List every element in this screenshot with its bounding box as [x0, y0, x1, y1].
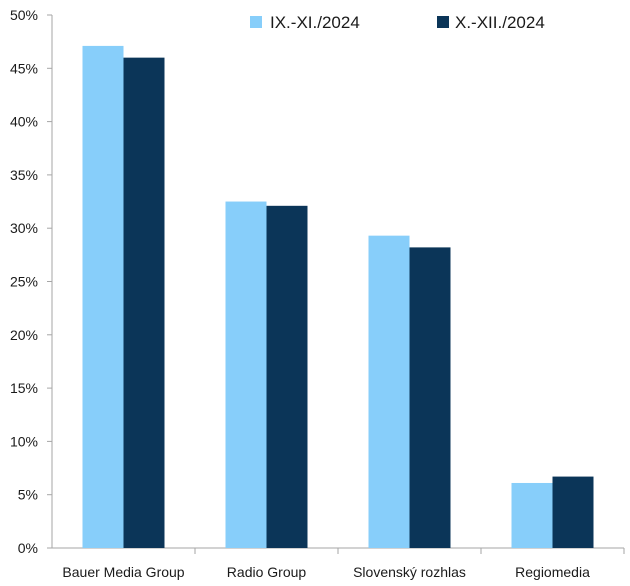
bar-series-1-2 — [225, 201, 267, 549]
y-tick-label: 30% — [10, 220, 38, 236]
y-axis-tick-labels: 0% 5% 10% 15% 20% 25% 30% 35% 40% 45% 50% — [10, 7, 38, 556]
y-tick-label: 10% — [10, 433, 38, 449]
chart-legend: IX.-XI./2024 X.-XII./2024 — [250, 13, 545, 32]
legend-label-series-1: IX.-XI./2024 — [270, 13, 360, 32]
y-tick-label: 35% — [10, 167, 38, 183]
bar-series-2-3 — [409, 247, 451, 548]
x-tick-label: Regiomedia — [515, 564, 590, 580]
bar-series-2-2 — [266, 205, 308, 548]
y-tick-label: 20% — [10, 327, 38, 343]
y-tick-label: 45% — [10, 60, 38, 76]
y-tick-label: 5% — [18, 487, 38, 503]
chart-bars — [82, 45, 594, 549]
legend-swatch-series-1 — [250, 16, 262, 28]
y-tick-label: 50% — [10, 7, 38, 23]
bar-series-2-1 — [123, 57, 165, 548]
x-tick-label: Slovenský rozhlas — [353, 564, 466, 580]
y-tick-label: 15% — [10, 380, 38, 396]
y-tick-label: 0% — [18, 540, 38, 556]
bar-series-1-1 — [82, 45, 124, 548]
bar-series-1-4 — [511, 482, 553, 548]
x-tick-label: Bauer Media Group — [62, 564, 184, 580]
bar-series-2-4 — [552, 476, 594, 548]
y-tick-label: 40% — [10, 114, 38, 130]
bar-series-1-3 — [368, 235, 410, 549]
y-tick-label: 25% — [10, 274, 38, 290]
x-tick-label: Radio Group — [227, 564, 307, 580]
legend-label-series-2: X.-XII./2024 — [455, 13, 545, 32]
legend-swatch-series-2 — [437, 16, 449, 28]
x-axis-tick-labels: Bauer Media Group Radio Group Slovenský ro… — [62, 564, 590, 580]
